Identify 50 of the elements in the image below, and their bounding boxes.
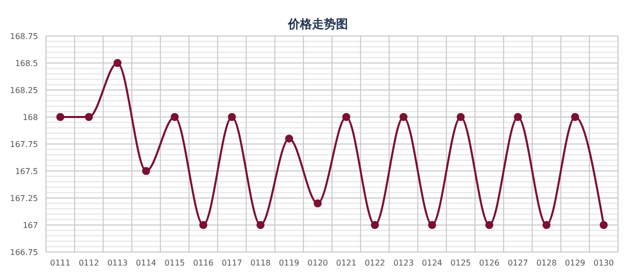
point <box>600 221 608 229</box>
point <box>542 221 550 229</box>
x-tick-label: 0128 <box>536 258 557 268</box>
point <box>370 221 379 229</box>
x-tick-label: 0129 <box>564 258 586 268</box>
y-tick-label: 168.5 <box>15 58 38 68</box>
y-tick-label: 167.5 <box>15 166 38 176</box>
x-tick-label: 0121 <box>336 258 356 268</box>
chart-title: 价格走势图 <box>286 16 349 31</box>
x-tick-label: 0115 <box>164 258 185 268</box>
point <box>256 221 264 229</box>
y-tick-label: 167.25 <box>10 194 38 203</box>
point <box>400 113 408 121</box>
point <box>142 167 150 175</box>
point <box>56 113 64 121</box>
x-tick-label: 0124 <box>422 258 442 268</box>
x-tick-label: 0117 <box>222 258 242 268</box>
point <box>84 113 93 121</box>
y-tick-label: 168 <box>22 112 38 122</box>
point <box>314 199 322 208</box>
x-tick-label: 0111 <box>50 258 70 268</box>
x-tick-label: 0126 <box>479 258 500 268</box>
x-tick-label: 0112 <box>78 258 100 268</box>
x-tick-label: 0127 <box>508 258 528 268</box>
x-tick-label: 0116 <box>193 258 214 268</box>
point <box>285 134 294 143</box>
point <box>199 221 208 229</box>
point <box>456 113 465 121</box>
y-tick-label: 167.75 <box>10 140 38 149</box>
y-tick-label: 168.25 <box>10 86 38 95</box>
x-tick-label: 0122 <box>364 258 386 268</box>
point <box>485 221 494 229</box>
point <box>571 113 580 121</box>
y-tick-label: 166.75 <box>10 248 38 257</box>
y-tick-label: 168.75 <box>10 32 38 41</box>
point <box>342 113 350 121</box>
y-tick-label: 167 <box>22 220 38 230</box>
x-tick-label: 0114 <box>136 258 156 268</box>
x-tick-label: 0123 <box>393 258 414 268</box>
x-tick-label: 0130 <box>594 258 614 268</box>
point <box>114 59 122 67</box>
x-tick-label: 0119 <box>278 258 300 268</box>
x-tick-label: 0125 <box>450 258 471 268</box>
point <box>228 113 236 121</box>
point <box>514 113 522 121</box>
x-tick-label: 0113 <box>107 258 128 268</box>
point <box>428 221 436 229</box>
point <box>170 113 179 121</box>
x-tick-label: 0120 <box>308 258 328 268</box>
x-tick-label: 0118 <box>250 258 271 268</box>
